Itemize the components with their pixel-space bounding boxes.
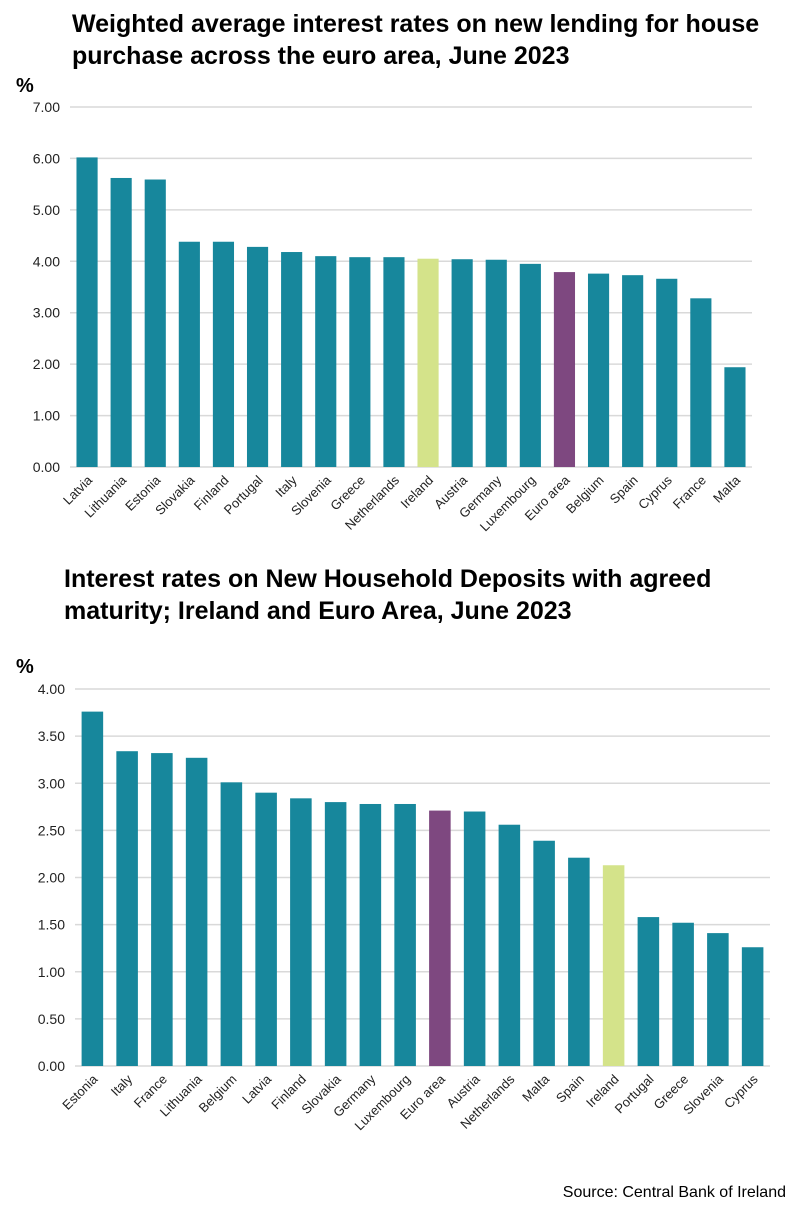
chart-2-title: Interest rates on New Household Deposits… — [64, 565, 712, 625]
y-tick-label: 5.00 — [33, 202, 60, 218]
y-tick-label: 2.50 — [38, 822, 65, 838]
bar-portugal — [637, 917, 660, 1066]
bar-germany — [485, 259, 507, 467]
y-tick-label: 1.00 — [38, 964, 65, 980]
bar-cyprus — [741, 947, 764, 1066]
bar-slovakia — [178, 241, 200, 467]
y-tick-label: 0.00 — [33, 459, 60, 475]
y-tick-label: 3.00 — [33, 305, 60, 321]
x-tick-label: Ireland — [397, 473, 436, 512]
y-tick-label: 3.00 — [38, 775, 65, 791]
bar-greece — [349, 257, 371, 467]
x-tick-label: Italy — [272, 472, 300, 500]
bar-italy — [281, 252, 303, 467]
bar-portugal — [246, 246, 269, 467]
bar-luxembourg — [519, 263, 541, 467]
x-tick-label: Belgium — [563, 473, 607, 517]
y-axis-unit: % — [16, 75, 34, 97]
x-tick-label: Cyprus — [721, 1071, 761, 1111]
bar-spain — [622, 275, 644, 467]
y-tick-label: 2.00 — [38, 870, 65, 886]
bar-spain — [568, 857, 590, 1066]
bar-euro-area — [553, 272, 576, 467]
bar-slovenia — [315, 256, 337, 467]
bar-euro-area — [429, 810, 451, 1066]
y-tick-label: 1.50 — [38, 917, 65, 933]
x-tick-label: Belgium — [196, 1072, 240, 1116]
bar-lithuania — [185, 757, 208, 1066]
x-tick-label: Italy — [108, 1071, 136, 1099]
bar-netherlands — [498, 824, 521, 1066]
y-tick-label: 6.00 — [33, 150, 60, 166]
y-axis-unit: % — [16, 656, 34, 678]
y-tick-label: 0.00 — [38, 1058, 65, 1074]
bar-luxembourg — [394, 803, 416, 1066]
bar-ireland — [602, 865, 625, 1066]
x-tick-label: Malta — [710, 472, 744, 506]
y-tick-label: 0.50 — [38, 1011, 65, 1027]
bar-belgium — [220, 782, 243, 1066]
bar-slovakia — [324, 802, 347, 1066]
y-tick-label: 7.00 — [33, 99, 60, 115]
bar-italy — [116, 751, 138, 1066]
x-tick-label: Portugal — [612, 1071, 657, 1116]
x-tick-label: Spain — [553, 1072, 587, 1106]
bar-ireland — [417, 258, 439, 467]
x-tick-label: France — [670, 473, 709, 512]
chart-1-title: Weighted average interest rates on new l… — [72, 10, 760, 70]
bar-cyprus — [656, 278, 678, 467]
source-note: Source: Central Bank of Ireland — [562, 1184, 786, 1201]
bar-estonia — [144, 179, 166, 467]
bar-france — [690, 298, 712, 467]
bar-france — [151, 753, 173, 1066]
bar-lithuania — [110, 177, 132, 467]
bar-slovenia — [707, 933, 729, 1066]
bar-malta — [724, 367, 746, 467]
bar-austria — [451, 259, 473, 467]
y-tick-label: 4.00 — [33, 253, 60, 269]
bar-austria — [463, 811, 486, 1066]
x-tick-label: Estonia — [59, 1071, 101, 1113]
bar-finland — [290, 798, 312, 1066]
bar-germany — [359, 803, 382, 1066]
y-tick-label: 3.50 — [38, 728, 65, 744]
y-tick-label: 1.00 — [33, 408, 60, 424]
bar-latvia — [76, 157, 98, 467]
bar-finland — [212, 241, 235, 467]
bar-latvia — [255, 792, 277, 1066]
bar-estonia — [81, 711, 104, 1066]
bar-greece — [672, 922, 694, 1066]
bar-belgium — [587, 273, 610, 467]
x-tick-label: Cyprus — [635, 472, 675, 512]
bar-netherlands — [383, 257, 405, 467]
bar-malta — [533, 840, 555, 1066]
x-tick-label: Slovenia — [680, 1071, 726, 1117]
y-tick-label: 2.00 — [33, 356, 60, 372]
y-tick-label: 4.00 — [38, 681, 65, 697]
x-tick-label: Malta — [519, 1071, 553, 1105]
